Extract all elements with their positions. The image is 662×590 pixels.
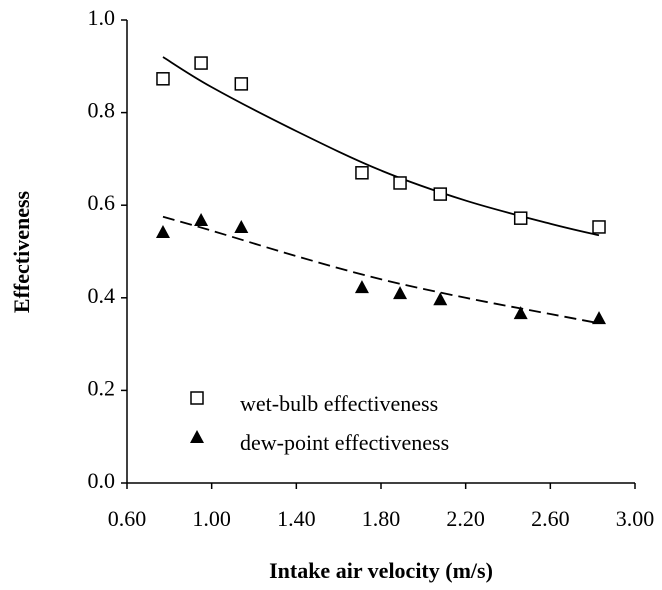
marker-square <box>355 166 369 180</box>
marker-square <box>592 220 606 234</box>
x-tick-label: 2.60 <box>531 506 570 531</box>
x-tick-label: 2.20 <box>446 506 485 531</box>
y-tick-label: 1.0 <box>88 5 116 30</box>
y-tick-label: 0.6 <box>88 190 116 215</box>
x-tick-label: 1.40 <box>277 506 316 531</box>
y-tick-label: 0.4 <box>88 283 116 308</box>
marker-triangle <box>155 225 170 239</box>
y-tick-label: 0.8 <box>88 98 116 123</box>
marker-square <box>513 211 528 225</box>
marker-square <box>234 77 249 91</box>
legend-label: wet-bulb effectiveness <box>240 391 438 416</box>
marker-triangle <box>592 311 607 325</box>
y-axis-title: Effectiveness <box>9 190 34 313</box>
marker-square <box>190 391 204 405</box>
marker-square <box>156 72 170 86</box>
x-tick-label: 1.00 <box>192 506 231 531</box>
marker-triangle <box>513 306 528 320</box>
marker-square <box>393 176 407 190</box>
marker-triangle <box>433 292 448 306</box>
marker-square <box>194 56 208 70</box>
marker-triangle <box>194 213 209 227</box>
x-tick-label: 1.80 <box>362 506 401 531</box>
marker-square <box>433 187 448 201</box>
x-axis-title: Intake air velocity (m/s) <box>269 558 493 583</box>
y-tick-label: 0.2 <box>88 375 116 400</box>
y-tick-label: 0.0 <box>88 468 116 493</box>
x-tick-label: 0.60 <box>108 506 147 531</box>
legend-label: dew-point effectiveness <box>240 430 449 455</box>
marker-triangle <box>393 286 408 300</box>
trendline <box>162 56 600 237</box>
trendline <box>162 215 600 325</box>
marker-triangle <box>190 430 204 443</box>
marker-triangle <box>354 280 369 294</box>
marker-triangle <box>234 219 249 233</box>
x-tick-label: 3.00 <box>616 506 655 531</box>
